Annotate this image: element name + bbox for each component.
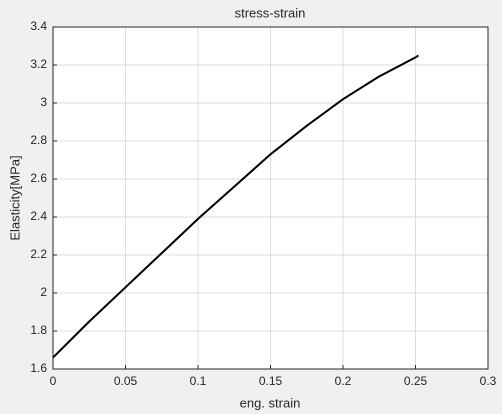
x-tick-label: 0 (50, 374, 57, 388)
x-tick-label: 0.15 (259, 374, 283, 388)
x-axis-label: eng. strain (240, 395, 301, 410)
y-tick-label: 2.8 (30, 133, 47, 147)
y-tick-label: 3 (40, 95, 47, 109)
y-axis-label: Elasticity[MPa] (7, 155, 22, 240)
y-tick-label: 3.4 (30, 19, 47, 33)
y-tick-label: 1.6 (30, 361, 47, 375)
x-tick-label: 0.25 (404, 374, 428, 388)
y-tick-label: 1.8 (30, 323, 47, 337)
y-tick-label: 3.2 (30, 57, 47, 71)
chart-title: stress-strain (235, 5, 306, 20)
x-tick-label: 0.1 (190, 374, 207, 388)
y-tick-label: 2.4 (30, 209, 47, 223)
y-tick-label: 2.6 (30, 171, 47, 185)
x-tick-label: 0.2 (335, 374, 352, 388)
y-tick-label: 2.2 (30, 247, 47, 261)
y-tick-label: 2 (40, 285, 47, 299)
x-tick-label: 0.3 (480, 374, 497, 388)
data-line (52, 54, 419, 359)
x-tick-label: 0.05 (114, 374, 138, 388)
axes-box (52, 26, 489, 370)
